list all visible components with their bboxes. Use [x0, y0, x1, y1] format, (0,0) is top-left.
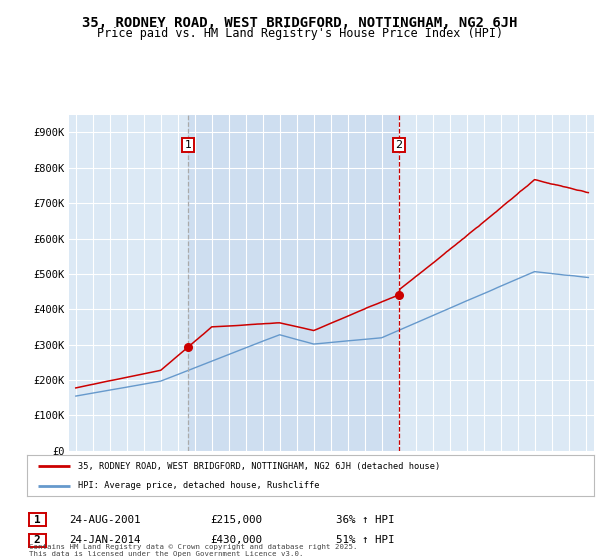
Text: £215,000: £215,000	[210, 515, 262, 525]
Text: 35, RODNEY ROAD, WEST BRIDGFORD, NOTTINGHAM, NG2 6JH (detached house): 35, RODNEY ROAD, WEST BRIDGFORD, NOTTING…	[78, 461, 440, 470]
Text: Price paid vs. HM Land Registry's House Price Index (HPI): Price paid vs. HM Land Registry's House …	[97, 27, 503, 40]
Text: 36% ↑ HPI: 36% ↑ HPI	[336, 515, 395, 525]
Text: Contains HM Land Registry data © Crown copyright and database right 2025.
This d: Contains HM Land Registry data © Crown c…	[29, 544, 358, 557]
Text: £430,000: £430,000	[210, 535, 262, 545]
Text: 1: 1	[34, 515, 41, 525]
Text: 35, RODNEY ROAD, WEST BRIDGFORD, NOTTINGHAM, NG2 6JH: 35, RODNEY ROAD, WEST BRIDGFORD, NOTTING…	[82, 16, 518, 30]
Text: 24-AUG-2001: 24-AUG-2001	[69, 515, 140, 525]
Text: HPI: Average price, detached house, Rushcliffe: HPI: Average price, detached house, Rush…	[78, 481, 320, 490]
Text: 2: 2	[34, 535, 41, 545]
Text: 2: 2	[395, 140, 402, 150]
Text: 24-JAN-2014: 24-JAN-2014	[69, 535, 140, 545]
Text: 51% ↑ HPI: 51% ↑ HPI	[336, 535, 395, 545]
Text: 1: 1	[185, 140, 192, 150]
Bar	[188, 115, 398, 451]
